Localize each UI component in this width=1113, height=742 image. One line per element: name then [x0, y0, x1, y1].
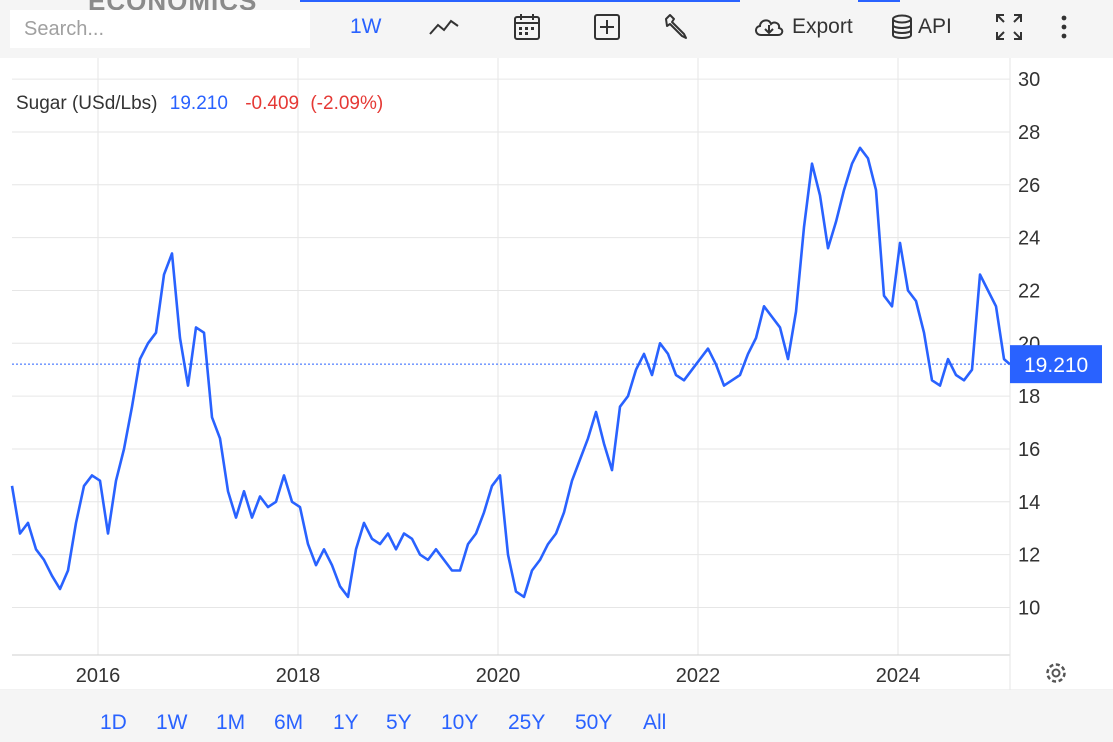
y-tick-label-16: 16: [1018, 439, 1040, 461]
y-tick-label-10: 10: [1018, 597, 1040, 619]
range-button-6m[interactable]: 6M: [274, 711, 304, 734]
y-tick-label-18: 18: [1018, 386, 1040, 408]
calendar-icon[interactable]: [512, 10, 542, 44]
range-button-all[interactable]: All: [643, 711, 667, 734]
legend-last-value: 19.210: [170, 93, 228, 114]
series-line-sugar: [10, 146, 1011, 599]
api-button[interactable]: API: [890, 10, 952, 44]
range-button-25y[interactable]: 25Y: [508, 711, 546, 734]
range-button-1m[interactable]: 1M: [216, 711, 246, 734]
x-tick-label-2022: 2022: [676, 665, 721, 687]
line-chart-icon[interactable]: [428, 10, 460, 44]
last-value-badge: [1010, 345, 1102, 384]
y-tick-label-26: 26: [1018, 175, 1040, 197]
cloud-download-icon: [755, 19, 784, 36]
chart: 10 12 14 16 18 2022 24 26 28 30 2016 2018 2020 2022 2…: [0, 58, 1113, 690]
export-label: Export: [792, 15, 853, 38]
range-button-5y[interactable]: 5Y: [386, 711, 412, 734]
y-tick-label-30: 30: [1018, 69, 1040, 91]
x-tick-label-2020: 2020: [476, 665, 521, 687]
legend-title: Sugar (USd/Lbs): [16, 93, 158, 114]
wrench-icon[interactable]: [662, 10, 690, 44]
database-icon: [892, 14, 912, 39]
export-button[interactable]: Export: [752, 10, 853, 44]
compare-add-icon[interactable]: [592, 10, 622, 44]
range-bar: [0, 690, 1113, 742]
api-label: API: [918, 15, 952, 38]
y-tick-label-12: 12: [1018, 545, 1040, 567]
fullscreen-icon[interactable]: [994, 10, 1024, 44]
top-toolbar: ECONOMICS 1W Export API: [0, 0, 1113, 58]
range-button-1w[interactable]: 1W: [156, 711, 188, 734]
search-input[interactable]: [10, 10, 310, 48]
range-button-10y[interactable]: 10Y: [441, 711, 479, 734]
legend-change: -0.409: [245, 93, 299, 114]
interval-button[interactable]: 1W: [350, 15, 382, 38]
axes: [0, 58, 1113, 690]
range-button-50y[interactable]: 50Y: [575, 711, 613, 734]
range-button-1d[interactable]: 1D: [100, 711, 127, 734]
y-tick-label-28: 28: [1018, 122, 1040, 144]
y-tick-label-22: 22: [1018, 280, 1040, 302]
last-value-badge-text: 19.210: [1024, 354, 1088, 377]
x-axis-tick-labels: 2016 2018 2020 2022 2024: [76, 665, 921, 687]
legend-change-pct: (-2.09%): [310, 93, 383, 114]
x-tick-label-2016: 2016: [76, 665, 121, 687]
x-tick-label-2024: 2024: [876, 665, 921, 687]
x-tick-label-2018: 2018: [276, 665, 321, 687]
more-options-icon[interactable]: [1056, 10, 1072, 44]
y-tick-label-14: 14: [1018, 492, 1040, 514]
toolbar-top-border: [300, 0, 740, 2]
range-button-1y[interactable]: 1Y: [333, 711, 359, 734]
chart-settings-icon[interactable]: [1046, 663, 1066, 683]
toolbar-top-border-right: [858, 0, 900, 2]
grid: [12, 58, 1010, 655]
y-tick-label-24: 24: [1018, 228, 1040, 250]
chart-legend: Sugar (USd/Lbs) 19.210 -0.409 (-2.09%): [16, 93, 383, 114]
